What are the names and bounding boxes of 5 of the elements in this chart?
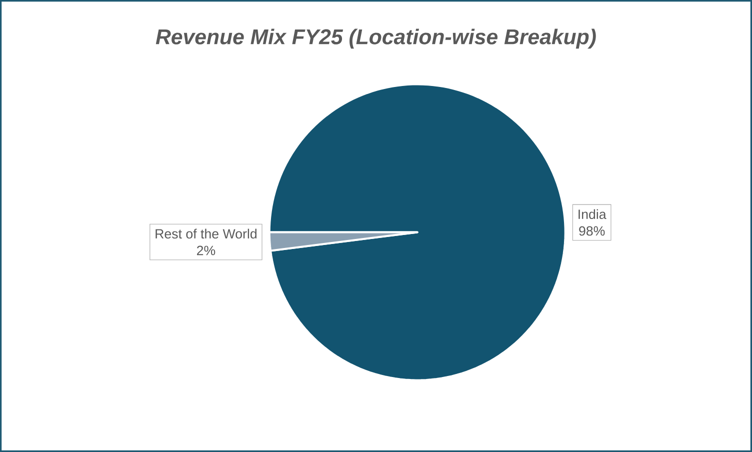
chart-title: Revenue Mix FY25 (Location-wise Breakup) [156,28,596,49]
data-label: 98% [579,226,605,236]
slice-label: India [578,209,606,220]
slice-label: Rest of the World [156,228,256,239]
data-label: 2% [196,246,216,256]
